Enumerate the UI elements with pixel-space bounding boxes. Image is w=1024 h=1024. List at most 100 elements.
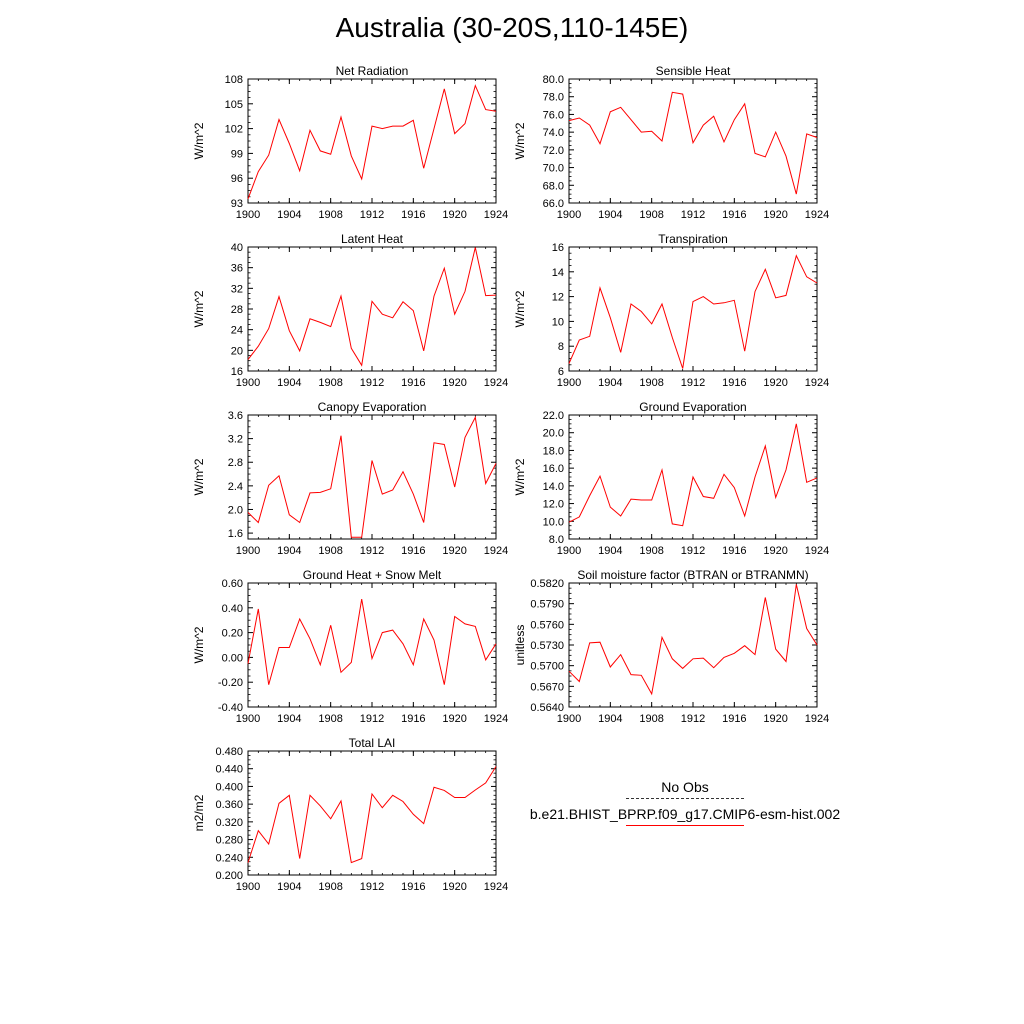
x-tick-label: 1916 xyxy=(722,209,746,221)
plot-frame xyxy=(247,246,497,372)
y-tick-label: -0.40 xyxy=(218,702,243,714)
x-tick-label: 1916 xyxy=(401,377,425,389)
x-tick-label: 1920 xyxy=(763,377,787,389)
y-tick-label: 28 xyxy=(231,304,243,316)
x-tick-label: 1904 xyxy=(277,545,301,557)
panel-title: Canopy Evaporation xyxy=(318,400,427,414)
y-axis-label: W/m^2 xyxy=(513,290,527,327)
x-tick-label: 1900 xyxy=(236,545,260,557)
y-axis-label: W/m^2 xyxy=(192,626,206,663)
x-tick-label: 1908 xyxy=(639,377,663,389)
y-tick-label: 0.320 xyxy=(215,817,243,829)
y-tick-label: 2.4 xyxy=(228,481,243,493)
legend-obs-label: No Obs xyxy=(661,779,709,795)
x-tick-label: 1904 xyxy=(598,209,622,221)
panel-title: Total LAI xyxy=(349,736,396,750)
chart-panel-1: Sensible Heat W/m^2 1900 1904 1908 1912 1916 19… xyxy=(513,64,829,221)
panel-title: Net Radiation xyxy=(336,64,409,78)
y-axis-label: m2/m2 xyxy=(192,794,206,831)
x-tick-label: 1904 xyxy=(277,713,301,725)
x-tick-label: 1912 xyxy=(360,209,384,221)
y-tick-label: 20.0 xyxy=(543,428,564,440)
y-tick-label: 68.0 xyxy=(543,180,564,192)
x-tick-label: 1912 xyxy=(360,377,384,389)
x-tick-label: 1920 xyxy=(442,881,466,893)
y-tick-label: 0.20 xyxy=(222,628,243,640)
x-tick-label: 1912 xyxy=(681,209,705,221)
y-tick-label: 0.360 xyxy=(215,799,243,811)
x-tick-label: 1924 xyxy=(484,713,508,725)
x-tick-label: 1904 xyxy=(598,545,622,557)
y-tick-label: 93 xyxy=(231,198,243,210)
y-axis-label: W/m^2 xyxy=(192,458,206,495)
series-line xyxy=(568,254,818,369)
chart-panel-0: Net Radiation W/m^2 1900 1904 1908 1912 1916 19… xyxy=(192,64,508,221)
y-tick-label: 6 xyxy=(558,366,564,378)
y-tick-label: 66.0 xyxy=(543,198,564,210)
x-tick-label: 1924 xyxy=(484,881,508,893)
y-tick-label: 1.6 xyxy=(228,528,243,540)
series-line xyxy=(568,423,818,527)
y-tick-label: -0.20 xyxy=(218,677,243,689)
y-tick-label: 24 xyxy=(231,325,243,337)
x-tick-label: 1912 xyxy=(360,881,384,893)
x-tick-label: 1916 xyxy=(401,545,425,557)
x-tick-label: 1908 xyxy=(639,713,663,725)
x-tick-label: 1916 xyxy=(401,881,425,893)
series-line xyxy=(247,247,497,367)
y-tick-label: 22.0 xyxy=(543,410,564,422)
chart-panel-3: Transpiration W/m^2 1900 1904 1908 1912 1916 19… xyxy=(513,232,829,389)
series-line xyxy=(247,599,497,685)
x-tick-label: 1920 xyxy=(442,713,466,725)
y-axis-label: W/m^2 xyxy=(192,290,206,327)
x-tick-label: 1924 xyxy=(805,377,829,389)
panel-title: Ground Evaporation xyxy=(639,400,746,414)
y-axis-label: unitless xyxy=(513,625,527,666)
y-tick-label: 16 xyxy=(231,366,243,378)
x-tick-label: 1904 xyxy=(277,881,301,893)
x-tick-label: 1908 xyxy=(318,377,342,389)
y-tick-label: 108 xyxy=(225,74,243,86)
y-axis-label: W/m^2 xyxy=(513,458,527,495)
x-tick-label: 1908 xyxy=(639,545,663,557)
y-tick-label: 10 xyxy=(552,316,564,328)
x-tick-label: 1924 xyxy=(805,713,829,725)
chart-panel-7: Soil moisture factor (BTRAN or BTRANMN) u… xyxy=(513,568,829,725)
y-tick-label: 0.5820 xyxy=(530,578,564,590)
x-tick-label: 1900 xyxy=(557,713,581,725)
y-tick-label: 0.60 xyxy=(222,578,243,590)
x-tick-label: 1908 xyxy=(318,713,342,725)
x-tick-label: 1904 xyxy=(598,377,622,389)
chart-panel-6: Ground Heat + Snow Melt W/m^2 1900 1904 1908… xyxy=(192,568,508,725)
y-tick-label: 105 xyxy=(225,99,243,111)
y-tick-label: 99 xyxy=(231,148,243,160)
y-tick-label: 0.5670 xyxy=(530,681,564,693)
y-tick-label: 16 xyxy=(552,242,564,254)
y-tick-label: 70.0 xyxy=(543,163,564,175)
chart-panel-5: Ground Evaporation W/m^2 1900 1904 1908 1912 1… xyxy=(513,400,829,557)
y-tick-label: 40 xyxy=(231,242,243,254)
x-tick-label: 1916 xyxy=(401,713,425,725)
x-tick-label: 1924 xyxy=(805,545,829,557)
y-tick-label: 14 xyxy=(552,267,564,279)
plot-frame xyxy=(247,582,497,708)
y-tick-label: 0.480 xyxy=(215,746,243,758)
y-tick-label: 0.5700 xyxy=(530,661,564,673)
y-tick-label: 12 xyxy=(552,292,564,304)
y-tick-label: 102 xyxy=(225,124,243,136)
y-tick-label: 0.00 xyxy=(222,652,243,664)
y-tick-label: 76.0 xyxy=(543,109,564,121)
x-tick-label: 1900 xyxy=(236,377,260,389)
plot-frame xyxy=(247,78,497,204)
x-tick-label: 1908 xyxy=(318,881,342,893)
x-tick-label: 1912 xyxy=(681,713,705,725)
x-tick-label: 1904 xyxy=(277,209,301,221)
plot-frame xyxy=(568,246,818,372)
x-tick-label: 1900 xyxy=(557,377,581,389)
series-line xyxy=(247,766,497,864)
x-tick-label: 1920 xyxy=(763,713,787,725)
panel-title: Transpiration xyxy=(658,232,728,246)
plot-frame xyxy=(568,582,818,708)
y-tick-label: 12.0 xyxy=(543,499,564,511)
